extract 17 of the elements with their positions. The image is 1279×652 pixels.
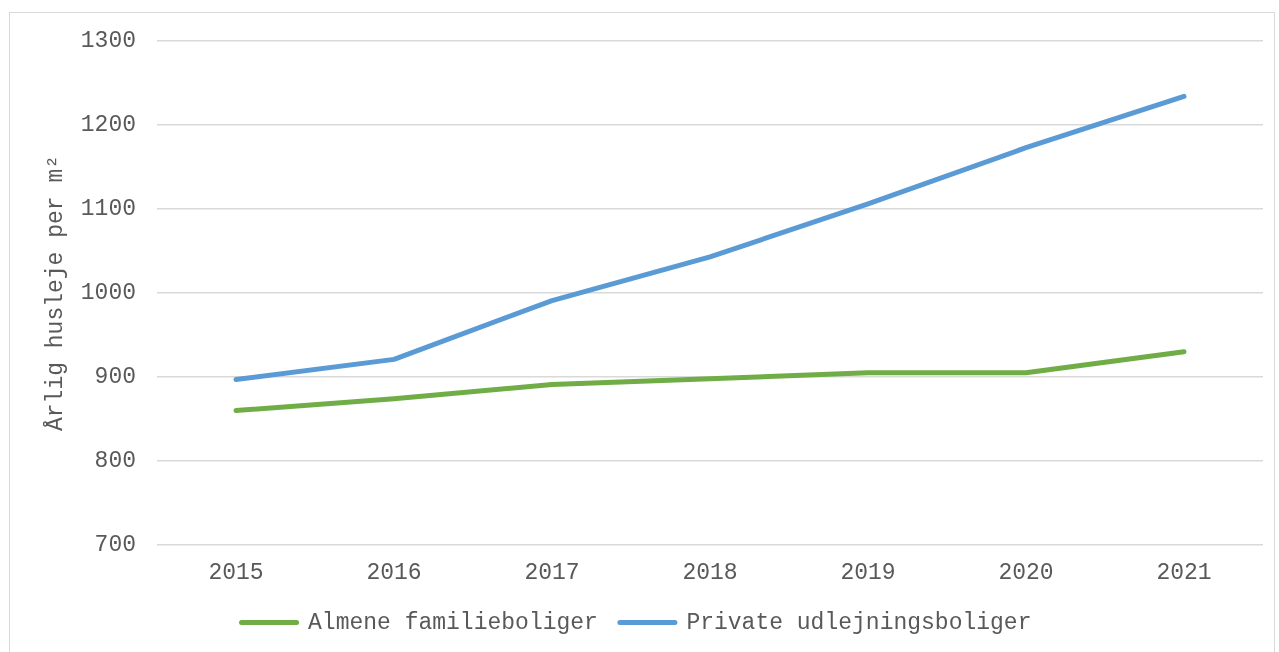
y-tick-label: 1300 — [80, 28, 136, 55]
x-tick-label: 2016 — [366, 559, 422, 586]
y-tick-label: 1200 — [80, 112, 136, 139]
x-tick-label: 2021 — [1156, 559, 1212, 586]
x-tick-label: 2017 — [524, 559, 580, 586]
y-axis-title: Årlig husleje per m² — [41, 154, 69, 432]
y-tick-label: 700 — [94, 532, 136, 559]
legend-label: Almene familieboliger — [308, 609, 598, 636]
y-tick-label: 800 — [94, 448, 136, 475]
y-tick-label: 1000 — [80, 280, 136, 307]
y-tick-label: 900 — [94, 364, 136, 391]
x-tick-label: 2018 — [682, 559, 738, 586]
legend-label: Private udlejningsboliger — [686, 609, 1032, 636]
x-tick-label: 2020 — [998, 559, 1054, 586]
x-tick-label: 2019 — [840, 559, 896, 586]
x-tick-label: 2015 — [208, 559, 264, 586]
y-tick-label: 1100 — [80, 196, 136, 223]
